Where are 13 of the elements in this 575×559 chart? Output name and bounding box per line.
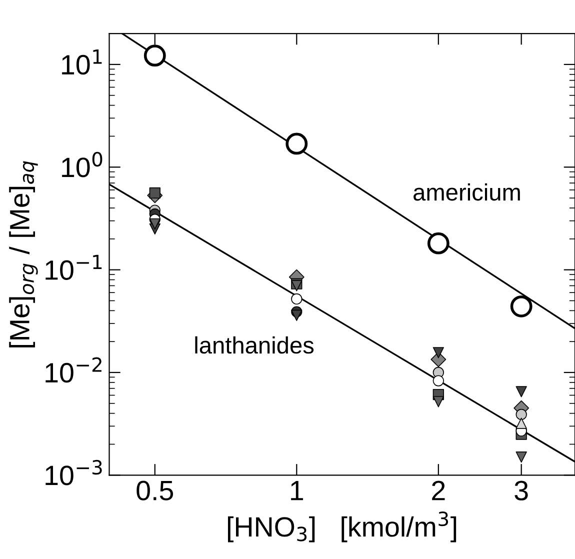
series-label: lanthanides <box>195 336 314 354</box>
y-tick-label: 10$^{−1}$ <box>46 254 102 280</box>
y-tick-label: 10$^{1}$ <box>62 50 102 75</box>
y-tick-label: 10$^{−3}$ <box>46 460 102 486</box>
x-tick-label: 0.5 <box>136 480 174 500</box>
x-axis-title: [HNO$_{3}$] [kmol/m$^{3}$] <box>228 511 456 542</box>
y-tick-label: 10$^{0}$ <box>62 152 102 178</box>
y-tick-label: 10$^{−2}$ <box>46 357 102 383</box>
x-tick-label: 3 <box>514 480 528 500</box>
y-axis-title: [Me]$_{org}$ / [Me]$_{aq}$ <box>9 161 38 348</box>
x-tick-label: 2 <box>432 480 445 500</box>
legend-label: americium <box>414 183 520 201</box>
x-tick-label: 1 <box>291 481 304 500</box>
